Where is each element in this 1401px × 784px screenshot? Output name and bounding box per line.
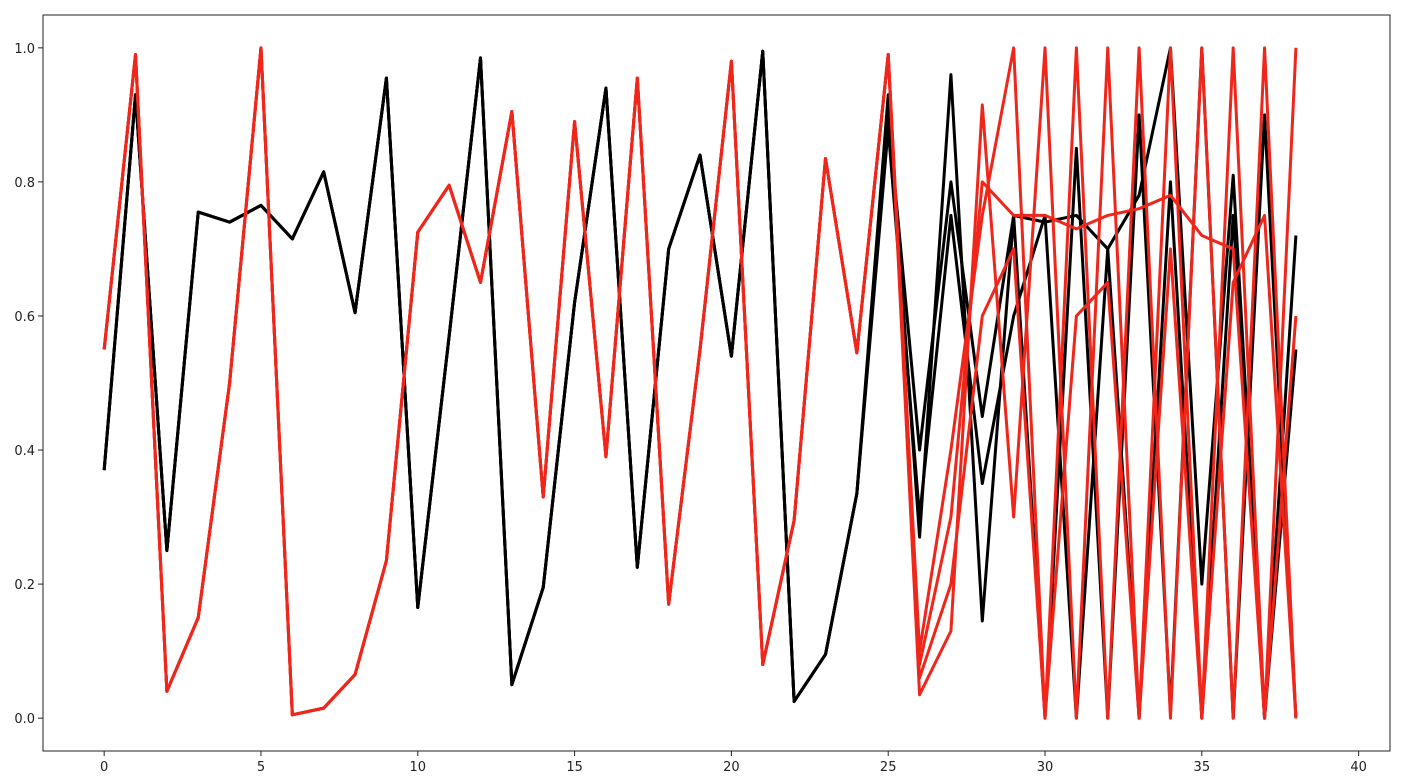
plot-frame (42, 14, 1391, 752)
x-tick-label: 15 (566, 760, 583, 775)
y-tick-label: 0.2 (14, 578, 35, 593)
y-tick-label: 0.4 (14, 444, 35, 459)
y-tick-label: 0.0 (14, 712, 35, 727)
y-tick-label: 0.6 (14, 310, 35, 325)
y-tick-label: 0.8 (14, 176, 35, 191)
x-tick-label: 25 (880, 760, 897, 775)
x-tick-label: 5 (257, 760, 265, 775)
data-line (102, 46, 1298, 720)
x-tick-label: 10 (410, 760, 427, 775)
x-tick-label: 0 (100, 760, 108, 775)
x-tick-label: 40 (1350, 760, 1367, 775)
x-tick-label: 30 (1037, 760, 1054, 775)
y-tick-label: 1.0 (14, 42, 35, 57)
data-line (102, 49, 1298, 720)
x-tick-label: 35 (1194, 760, 1211, 775)
x-tick-label: 20 (723, 760, 740, 775)
